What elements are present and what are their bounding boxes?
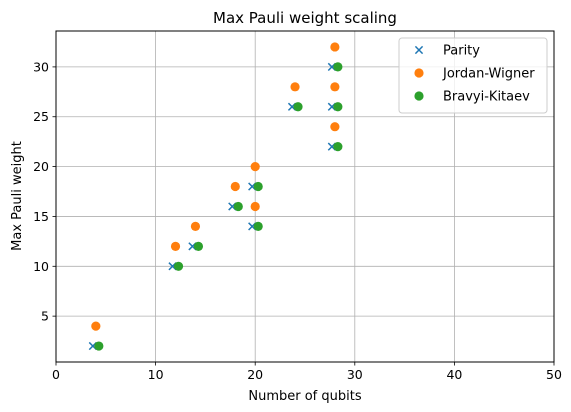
legend-marker — [414, 45, 424, 55]
data-point — [333, 62, 343, 72]
data-point — [173, 261, 184, 271]
data-points — [88, 42, 343, 351]
data-point — [170, 241, 181, 251]
data-point — [330, 122, 340, 132]
x-tick-label: 0 — [52, 367, 60, 382]
x-tick-label: 50 — [546, 367, 562, 382]
y-tick-label: 20 — [33, 159, 49, 174]
series-3 — [94, 62, 343, 351]
legend-entry: Bravyi-Kitaev — [414, 90, 530, 105]
legend-marker — [414, 68, 424, 78]
legend-marker — [414, 91, 424, 101]
data-point — [250, 201, 260, 212]
y-axis-label: Max Pauli weight — [10, 141, 25, 251]
x-axis-label: Number of qubits — [248, 389, 361, 404]
data-point — [190, 221, 201, 232]
data-point — [230, 181, 240, 192]
legend-label: Bravyi-Kitaev — [443, 90, 530, 105]
data-point — [94, 341, 104, 351]
x-tick-label: 30 — [347, 367, 363, 382]
legend-box — [398, 37, 548, 114]
data-point — [290, 82, 300, 92]
data-point — [253, 181, 263, 192]
data-point — [253, 221, 263, 232]
data-point — [193, 241, 204, 251]
series-2 — [91, 42, 340, 331]
data-point — [250, 161, 260, 172]
y-tick-label: 30 — [33, 59, 49, 74]
y-tick-label: 15 — [33, 209, 49, 224]
plot-frame — [55, 30, 555, 363]
x-tick-label: 40 — [446, 367, 462, 382]
x-axis-ticks: 0 10 20 30 40 50 — [52, 362, 562, 382]
data-point — [330, 82, 340, 92]
data-point — [333, 142, 343, 152]
data-point — [233, 201, 243, 212]
data-point — [91, 321, 101, 331]
y-axis-ticks: 5 10 15 20 25 30 — [33, 59, 56, 324]
legend-entry: Parity — [414, 44, 480, 59]
grid-lines — [55, 31, 555, 362]
x-tick-label: 20 — [247, 367, 263, 382]
legend-label: Jordan-Wigner — [442, 67, 535, 82]
legend-label: Parity — [443, 44, 480, 59]
data-point — [330, 42, 340, 52]
x-tick-label: 10 — [148, 367, 164, 382]
y-tick-label: 5 — [41, 309, 49, 324]
legend-entry: Jordan-Wigner — [414, 67, 535, 82]
legend: Parity Jordan-Wigner Bravyi-Kitaev — [398, 37, 548, 114]
y-tick-label: 10 — [33, 259, 49, 274]
data-point — [293, 102, 303, 112]
chart-title: Max Pauli weight scaling — [213, 9, 397, 27]
y-tick-label: 25 — [33, 109, 49, 124]
data-point — [333, 102, 343, 112]
